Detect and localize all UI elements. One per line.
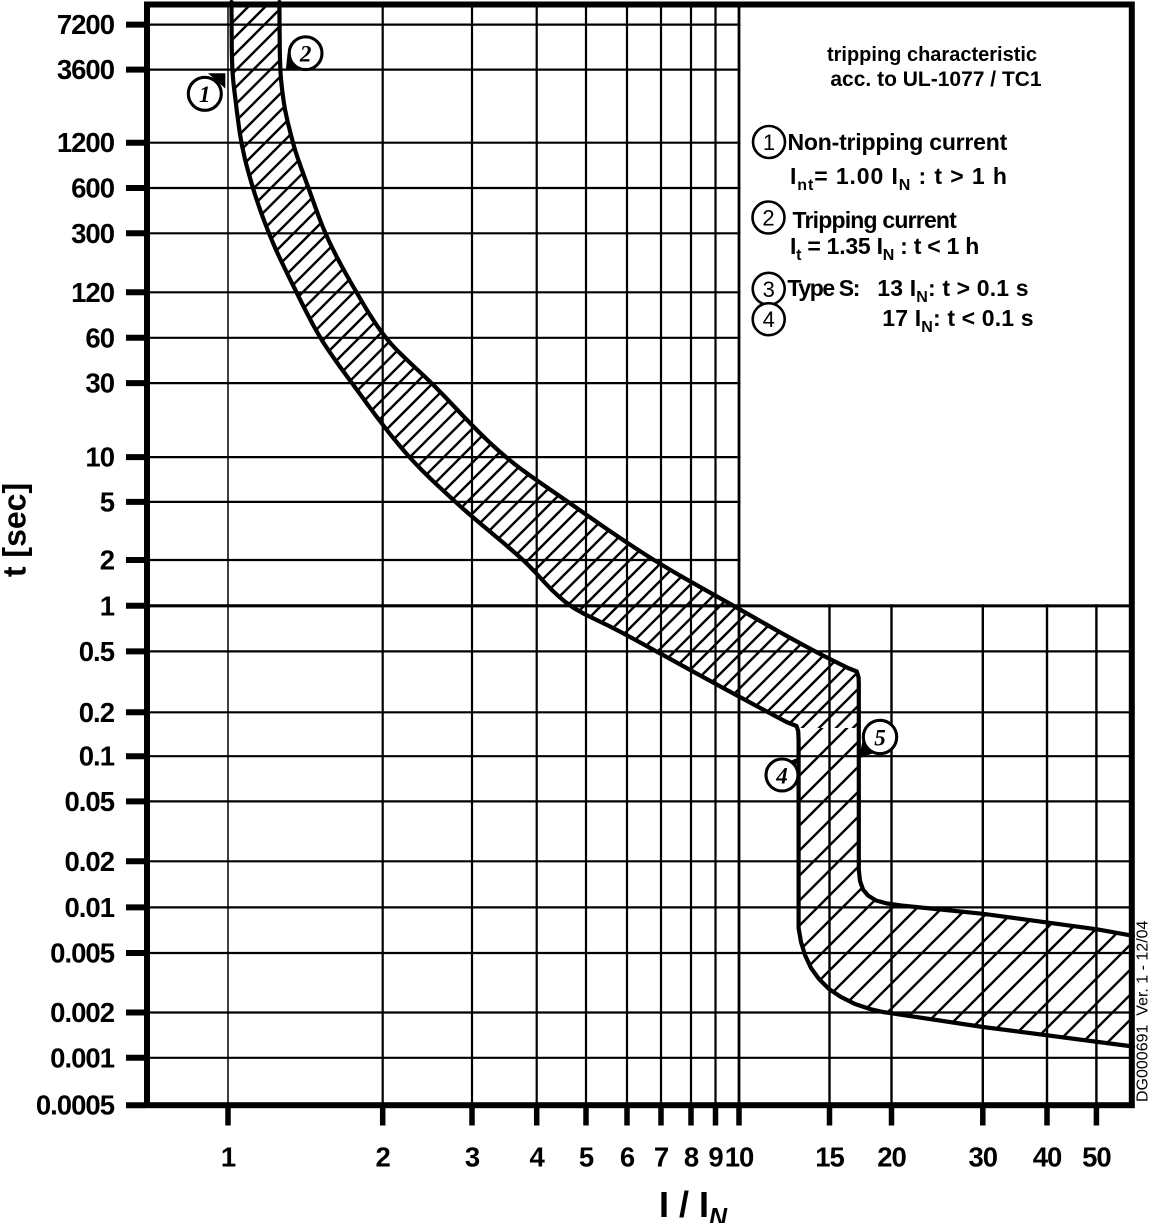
svg-text:10: 10 xyxy=(85,442,114,473)
svg-text:acc. to UL-1077 / TC1: acc. to UL-1077 / TC1 xyxy=(830,68,1042,91)
svg-text:1: 1 xyxy=(763,130,775,155)
svg-text:DG000691 Ver. 1 - 12/04: DG000691 Ver. 1 - 12/04 xyxy=(1135,920,1150,1102)
svg-text:120: 120 xyxy=(71,277,115,308)
svg-text:Non-tripping current: Non-tripping current xyxy=(788,129,1008,155)
svg-text:300: 300 xyxy=(71,218,115,249)
svg-text:Type S:: Type S: xyxy=(787,275,859,301)
svg-text:5: 5 xyxy=(579,1142,594,1173)
svg-text:0.001: 0.001 xyxy=(50,1042,115,1073)
svg-text:Tripping current: Tripping current xyxy=(793,207,958,233)
svg-text:0.05: 0.05 xyxy=(64,786,114,817)
svg-text:15: 15 xyxy=(815,1142,844,1173)
svg-text:0.0005: 0.0005 xyxy=(36,1090,115,1121)
svg-text:30: 30 xyxy=(969,1142,998,1173)
svg-text:2: 2 xyxy=(100,545,115,576)
svg-text:7200: 7200 xyxy=(57,9,115,40)
svg-text:2: 2 xyxy=(762,206,774,231)
svg-text:1: 1 xyxy=(221,1142,236,1173)
svg-text:50: 50 xyxy=(1082,1142,1111,1173)
svg-text:3: 3 xyxy=(763,277,775,302)
svg-text:40: 40 xyxy=(1033,1142,1062,1173)
svg-text:0.005: 0.005 xyxy=(50,938,115,969)
svg-text:2: 2 xyxy=(376,1142,391,1173)
svg-text:1: 1 xyxy=(199,82,211,107)
svg-text:8: 8 xyxy=(684,1142,699,1173)
svg-text:0.002: 0.002 xyxy=(50,997,115,1028)
svg-text:30: 30 xyxy=(85,368,114,399)
svg-text:1: 1 xyxy=(100,590,115,621)
svg-text:10: 10 xyxy=(725,1142,754,1173)
svg-text:tripping characteristic: tripping characteristic xyxy=(827,44,1037,66)
svg-text:3: 3 xyxy=(465,1142,480,1173)
svg-text:5: 5 xyxy=(100,486,115,517)
svg-text:t [sec]: t [sec] xyxy=(0,483,33,577)
svg-text:9: 9 xyxy=(708,1142,723,1173)
svg-text:0.2: 0.2 xyxy=(79,697,115,728)
svg-text:4: 4 xyxy=(530,1142,546,1173)
svg-text:600: 600 xyxy=(71,173,115,204)
svg-text:4: 4 xyxy=(775,763,788,788)
svg-text:3600: 3600 xyxy=(57,54,115,85)
svg-text:6: 6 xyxy=(620,1142,635,1173)
svg-text:0.02: 0.02 xyxy=(64,846,114,877)
svg-text:4: 4 xyxy=(763,307,775,332)
svg-text:0.01: 0.01 xyxy=(64,892,114,923)
svg-text:60: 60 xyxy=(85,322,114,353)
svg-text:0.1: 0.1 xyxy=(79,741,115,772)
svg-text:2: 2 xyxy=(299,42,312,67)
svg-text:5: 5 xyxy=(874,725,886,750)
svg-text:0.5: 0.5 xyxy=(79,636,115,667)
svg-text:7: 7 xyxy=(654,1142,669,1173)
svg-text:20: 20 xyxy=(877,1142,906,1173)
svg-text:1200: 1200 xyxy=(57,127,115,158)
